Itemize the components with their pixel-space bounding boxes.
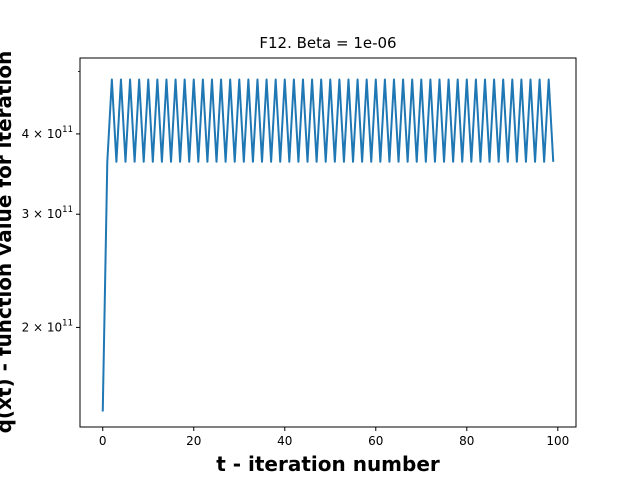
- x-axis-label: t - iteration number: [216, 452, 440, 476]
- y-tick-label: 4 × 1011: [22, 125, 73, 141]
- x-tick-label: 100: [546, 434, 569, 448]
- chart-title: F12. Beta = 1e-06: [259, 34, 396, 52]
- y-axis-label: q(xt) - function value for iteration: [0, 51, 16, 434]
- series-layer: [101, 78, 555, 412]
- x-tick-label: 20: [186, 434, 201, 448]
- series-line: [101, 78, 555, 412]
- x-tick-label: 0: [99, 434, 107, 448]
- y-axis: 2 × 1011 3 × 1011 4 × 1011: [22, 71, 80, 334]
- y-tick-label: 3 × 1011: [22, 205, 73, 221]
- x-tick-label: 60: [368, 434, 383, 448]
- x-axis: 0 20 40 60 80 100: [99, 427, 569, 448]
- x-tick-label: 80: [459, 434, 474, 448]
- x-tick-label: 40: [277, 434, 292, 448]
- plot-frame: [79, 57, 577, 428]
- y-tick-label: 2 × 1011: [22, 318, 73, 334]
